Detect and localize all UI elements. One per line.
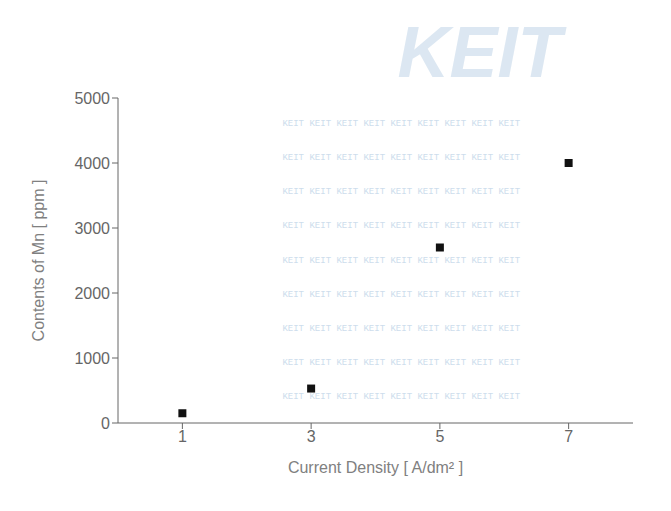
html-text:KEIT KEIT KEIT KEIT KEIT KEIT: KEIT KEIT KEIT KEIT KEIT KEIT KEIT KEIT … [282, 323, 521, 334]
html-text:KEIT KEIT KEIT KEIT KEIT KEIT: KEIT KEIT KEIT KEIT KEIT KEIT KEIT KEIT … [282, 153, 521, 164]
svg-text:4000: 4000 [74, 155, 110, 172]
html-text:KEIT KEIT KEIT KEIT KEIT KEIT: KEIT KEIT KEIT KEIT KEIT KEIT KEIT KEIT … [282, 289, 521, 300]
svg-text:5: 5 [435, 428, 444, 445]
html-text:KEIT KEIT KEIT KEIT KEIT KEIT: KEIT KEIT KEIT KEIT KEIT KEIT KEIT KEIT … [282, 357, 521, 368]
svg-text:7: 7 [564, 428, 573, 445]
svg-text:1: 1 [178, 428, 187, 445]
svg-text:2000: 2000 [74, 285, 110, 302]
html-text:KEIT KEIT KEIT KEIT KEIT KEIT: KEIT KEIT KEIT KEIT KEIT KEIT KEIT KEIT … [282, 392, 521, 402]
html-text:KEIT KEIT KEIT KEIT KEIT KEIT: KEIT KEIT KEIT KEIT KEIT KEIT KEIT KEIT … [282, 221, 521, 232]
html-text:KEIT KEIT KEIT KEIT KEIT KEIT: KEIT KEIT KEIT KEIT KEIT KEIT KEIT KEIT … [282, 119, 521, 129]
svg-text:5000: 5000 [74, 90, 110, 107]
svg-text:0: 0 [101, 415, 110, 432]
svg-text:1000: 1000 [74, 350, 110, 367]
svg-text:Contents of Mn [ ppm ]: Contents of Mn [ ppm ] [30, 180, 47, 342]
html-text:KEIT KEIT KEIT KEIT KEIT KEIT: KEIT KEIT KEIT KEIT KEIT KEIT KEIT KEIT … [282, 255, 521, 266]
html-text:KEIT KEIT KEIT KEIT KEIT KEIT: KEIT KEIT KEIT KEIT KEIT KEIT KEIT KEIT … [282, 187, 521, 198]
svg-text:Current Density [ A/dm² ]: Current Density [ A/dm² ] [288, 459, 463, 476]
svg-text:3000: 3000 [74, 220, 110, 237]
html-text:KEIT: KEIT [397, 12, 562, 92]
svg-text:3: 3 [307, 428, 316, 445]
